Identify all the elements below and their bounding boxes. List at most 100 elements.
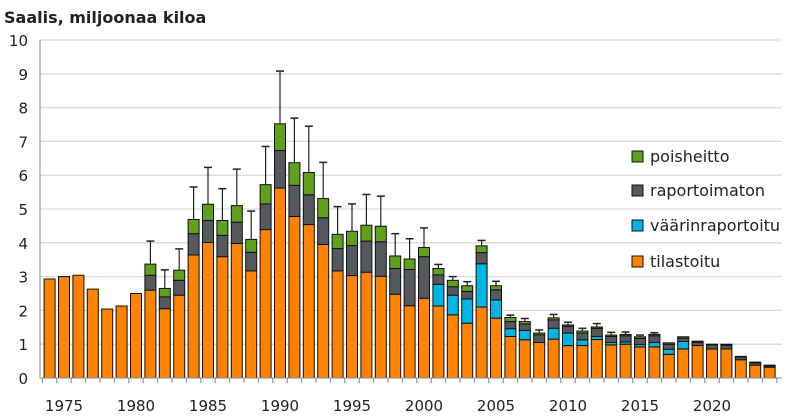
bar-raportoimaton-2006 — [504, 321, 517, 330]
x-tick-label: 2015 — [621, 397, 659, 415]
bar-raportoimaton-2000 — [418, 256, 430, 299]
bar-tilastoitu-1983 — [173, 294, 186, 379]
bar-tilastoitu-1998 — [389, 293, 402, 379]
bar-tilastoitu-1986 — [216, 256, 229, 379]
bar-väärinraportoitu-2011 — [576, 339, 589, 347]
y-tick-label: 10 — [9, 32, 28, 50]
bar-poisheitto-2012 — [590, 326, 603, 329]
bar-poisheitto-1984 — [187, 218, 200, 235]
bar-tilastoitu-2005 — [490, 317, 502, 379]
bar-poisheitto-2022 — [734, 355, 747, 358]
bar-tilastoitu-2013 — [605, 344, 618, 379]
bar-poisheitto-2006 — [504, 316, 517, 323]
bar-poisheitto-2003 — [461, 285, 474, 292]
bar-tilastoitu-1992 — [302, 224, 315, 379]
bar-väärinraportoitu-2001 — [432, 283, 445, 307]
bar-poisheitto-2007 — [518, 321, 531, 325]
axes: 0 1 2 3 4 5 6 7 8 9 10 1975 1980 1985 1990 1995 2000 2005… — [9, 32, 782, 415]
bar-tilastoitu-2018 — [677, 348, 690, 379]
bar-väärinraportoitu-2007 — [518, 329, 531, 341]
legend-label: väärinraportoitu — [650, 216, 780, 235]
bar-raportoimaton-2009 — [547, 319, 560, 329]
bar-raportoimaton-2014 — [619, 335, 632, 343]
bar-tilastoitu-2012 — [590, 338, 603, 379]
x-tick-label: 1995 — [333, 397, 371, 415]
bar-poisheitto-2017 — [662, 342, 675, 345]
bar-raportoimaton-2002 — [446, 286, 459, 296]
bar-tilastoitu-1979 — [115, 305, 128, 379]
bar-tilastoitu-2019 — [691, 345, 704, 379]
bar-tilastoitu-2016 — [648, 346, 661, 379]
bar-tilastoitu-2000 — [418, 297, 430, 379]
bar-tilastoitu-2007 — [518, 339, 531, 379]
bar-tilastoitu-1991 — [288, 215, 301, 379]
y-tick-label: 7 — [18, 133, 28, 151]
bar-raportoimaton-2007 — [518, 323, 531, 331]
bar-tilastoitu-2021 — [720, 348, 733, 379]
bar-tilastoitu-1977 — [86, 288, 99, 379]
bar-raportoimaton-1985 — [202, 219, 214, 243]
bar-väärinraportoitu-2004 — [475, 263, 488, 308]
bar-tilastoitu-1984 — [187, 254, 200, 379]
bar-poisheitto-1995 — [346, 230, 358, 247]
bar-poisheitto-2004 — [475, 245, 488, 254]
bar-poisheitto-2009 — [547, 317, 560, 321]
bar-väärinraportoitu-2018 — [677, 340, 690, 350]
x-tick-label: 2000 — [405, 397, 443, 415]
bar-tilastoitu-2006 — [504, 335, 517, 379]
chart-title: Saalis, miljoonaa kiloa — [4, 8, 207, 27]
bar-raportoimaton-1987 — [230, 221, 243, 244]
bar-poisheitto-2019 — [691, 340, 704, 343]
bar-poisheitto-2018 — [677, 336, 690, 339]
bar-raportoimaton-2015 — [634, 337, 646, 346]
y-tick-label: 3 — [18, 269, 28, 287]
bar-väärinraportoitu-2005 — [490, 299, 502, 319]
bar-poisheitto-1997 — [374, 225, 387, 243]
legend-swatch-poisheitto — [631, 150, 644, 163]
legend-label: poisheitto — [650, 147, 730, 166]
legend-swatch-väärinraportoitu — [631, 219, 644, 232]
bar-raportoimaton-1998 — [389, 267, 402, 295]
bar-raportoimaton-1994 — [331, 248, 344, 272]
bar-tilastoitu-1987 — [230, 242, 243, 379]
bar-poisheitto-2002 — [446, 279, 459, 288]
bar-raportoimaton-1991 — [288, 184, 301, 217]
legend-swatch-tilastoitu — [631, 255, 644, 268]
y-tick-label: 2 — [18, 302, 28, 320]
bar-tilastoitu-1999 — [403, 305, 416, 379]
bar-raportoimaton-1997 — [374, 241, 387, 277]
bar-tilastoitu-1989 — [259, 229, 272, 379]
bar-raportoimaton-1988 — [245, 251, 258, 272]
x-tick-label: 1985 — [189, 397, 227, 415]
bar-poisheitto-1985 — [202, 203, 214, 221]
bar-poisheitto-1981 — [144, 263, 157, 276]
bar-raportoimaton-2004 — [475, 252, 488, 265]
x-tick-label: 2020 — [693, 397, 731, 415]
bar-poisheitto-2021 — [720, 343, 733, 346]
bar-tilastoitu-1993 — [317, 243, 330, 379]
bar-raportoimaton-1999 — [403, 269, 416, 307]
bar-poisheitto-1998 — [389, 255, 402, 269]
legend: poisheitto raportoimaton väärinraportoitu t… — [631, 147, 780, 271]
bar-poisheitto-1987 — [230, 205, 243, 223]
bar-väärinraportoitu-2017 — [662, 348, 675, 355]
bar-raportoimaton-1990 — [274, 150, 286, 189]
y-tick-label: 1 — [18, 336, 28, 354]
legend-label: raportoimaton — [650, 181, 765, 200]
bar-poisheitto-2020 — [706, 343, 718, 346]
bar-poisheitto-2023 — [749, 361, 762, 364]
bar-tilastoitu-1994 — [331, 270, 344, 379]
bar-tilastoitu-2011 — [576, 345, 589, 379]
bar-poisheitto-1994 — [331, 233, 344, 250]
bar-väärinraportoitu-2006 — [504, 328, 517, 337]
bar-raportoimaton-1989 — [259, 203, 272, 231]
bar-poisheitto-1996 — [360, 224, 373, 242]
bar-raportoimaton-1992 — [302, 194, 315, 226]
bar-poisheitto-1988 — [245, 238, 258, 253]
bar-poisheitto-2024 — [763, 364, 776, 367]
bar-raportoimaton-2019 — [691, 341, 704, 347]
bar-poisheitto-2014 — [619, 333, 632, 337]
bar-raportoimaton-1981 — [144, 274, 157, 291]
bar-poisheitto-2013 — [605, 334, 618, 337]
